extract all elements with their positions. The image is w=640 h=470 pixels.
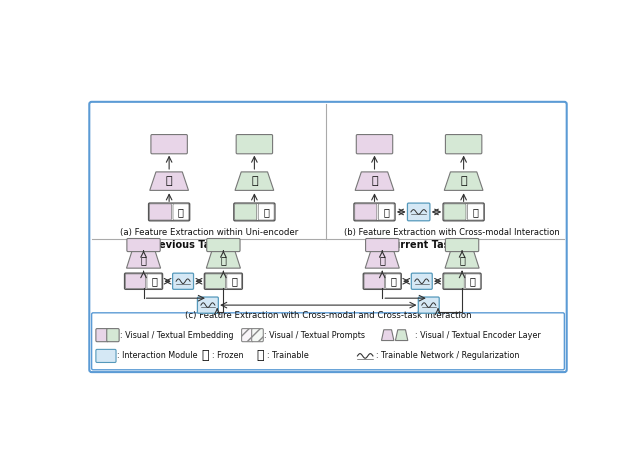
- FancyBboxPatch shape: [419, 297, 439, 313]
- Polygon shape: [396, 330, 408, 341]
- Text: 🔒: 🔒: [202, 349, 209, 362]
- FancyBboxPatch shape: [125, 273, 163, 290]
- FancyBboxPatch shape: [173, 204, 189, 220]
- FancyBboxPatch shape: [386, 274, 401, 289]
- FancyBboxPatch shape: [445, 238, 479, 251]
- Text: : Visual / Textual Prompts: : Visual / Textual Prompts: [264, 330, 365, 340]
- Text: 🔒: 🔒: [380, 255, 385, 265]
- FancyBboxPatch shape: [443, 273, 481, 290]
- FancyBboxPatch shape: [127, 238, 160, 251]
- FancyBboxPatch shape: [408, 203, 430, 221]
- FancyBboxPatch shape: [205, 274, 225, 289]
- Text: 🔥: 🔥: [470, 276, 476, 286]
- FancyBboxPatch shape: [235, 204, 257, 220]
- FancyBboxPatch shape: [227, 274, 241, 289]
- FancyBboxPatch shape: [445, 134, 482, 154]
- FancyBboxPatch shape: [125, 274, 146, 289]
- Polygon shape: [127, 251, 161, 268]
- FancyBboxPatch shape: [147, 274, 162, 289]
- Text: : Visual / Textual Embedding: : Visual / Textual Embedding: [120, 330, 234, 340]
- FancyBboxPatch shape: [364, 274, 385, 289]
- Polygon shape: [381, 330, 394, 341]
- Polygon shape: [235, 172, 274, 190]
- Text: : Trainable: : Trainable: [267, 352, 308, 360]
- FancyBboxPatch shape: [96, 349, 116, 362]
- Text: (b) Feature Extraction with Cross-modal Interaction: (b) Feature Extraction with Cross-modal …: [344, 227, 560, 236]
- Polygon shape: [206, 251, 241, 268]
- Text: : Frozen: : Frozen: [212, 352, 243, 360]
- FancyBboxPatch shape: [207, 238, 240, 251]
- Text: : Trainable Network / Regularization: : Trainable Network / Regularization: [376, 352, 520, 360]
- FancyBboxPatch shape: [444, 204, 466, 220]
- FancyBboxPatch shape: [259, 204, 274, 220]
- Text: 🔥: 🔥: [152, 276, 157, 286]
- FancyBboxPatch shape: [252, 329, 263, 342]
- FancyBboxPatch shape: [356, 134, 393, 154]
- FancyBboxPatch shape: [236, 134, 273, 154]
- FancyBboxPatch shape: [365, 238, 399, 251]
- FancyBboxPatch shape: [107, 329, 119, 342]
- FancyBboxPatch shape: [92, 313, 564, 370]
- Text: 🔥: 🔥: [178, 207, 184, 217]
- FancyBboxPatch shape: [443, 203, 484, 221]
- FancyBboxPatch shape: [354, 203, 395, 221]
- FancyBboxPatch shape: [148, 203, 189, 221]
- Text: : Interaction Module: : Interaction Module: [117, 352, 198, 360]
- FancyBboxPatch shape: [465, 274, 480, 289]
- Text: (a) Feature Extraction within Uni-encoder: (a) Feature Extraction within Uni-encode…: [120, 227, 298, 236]
- FancyBboxPatch shape: [444, 274, 464, 289]
- FancyBboxPatch shape: [173, 273, 193, 290]
- FancyBboxPatch shape: [364, 273, 401, 290]
- Polygon shape: [355, 172, 394, 190]
- Polygon shape: [445, 251, 479, 268]
- Polygon shape: [150, 172, 189, 190]
- Text: 🔒: 🔒: [251, 176, 258, 186]
- Text: Previous Task: Previous Task: [147, 241, 223, 251]
- FancyBboxPatch shape: [467, 204, 483, 220]
- FancyBboxPatch shape: [90, 102, 566, 372]
- FancyBboxPatch shape: [204, 273, 243, 290]
- Text: 🔥: 🔥: [231, 276, 237, 286]
- Text: 🔒: 🔒: [166, 176, 172, 186]
- FancyBboxPatch shape: [234, 203, 275, 221]
- Text: 🔥: 🔥: [257, 349, 264, 362]
- Text: 🔒: 🔒: [141, 255, 147, 265]
- Text: 🔒: 🔒: [459, 255, 465, 265]
- FancyBboxPatch shape: [151, 134, 188, 154]
- Text: Current Task: Current Task: [386, 241, 456, 251]
- Polygon shape: [365, 251, 399, 268]
- FancyBboxPatch shape: [355, 204, 377, 220]
- FancyBboxPatch shape: [96, 329, 108, 342]
- Polygon shape: [444, 172, 483, 190]
- FancyBboxPatch shape: [378, 204, 394, 220]
- Text: (c) Feature Extraction with Cross-modal and Cross-task Interaction: (c) Feature Extraction with Cross-modal …: [185, 311, 471, 320]
- Text: 🔒: 🔒: [460, 176, 467, 186]
- Text: : Visual / Textual Encoder Layer: : Visual / Textual Encoder Layer: [415, 330, 541, 340]
- FancyBboxPatch shape: [412, 273, 432, 290]
- Text: 🔥: 🔥: [263, 207, 269, 217]
- Text: 🔥: 🔥: [390, 276, 396, 286]
- Text: 🔒: 🔒: [371, 176, 378, 186]
- FancyBboxPatch shape: [241, 329, 253, 342]
- FancyBboxPatch shape: [149, 204, 172, 220]
- Text: 🔥: 🔥: [383, 207, 389, 217]
- Text: 🔒: 🔒: [220, 255, 227, 265]
- Text: 🔥: 🔥: [472, 207, 478, 217]
- FancyBboxPatch shape: [197, 297, 218, 313]
